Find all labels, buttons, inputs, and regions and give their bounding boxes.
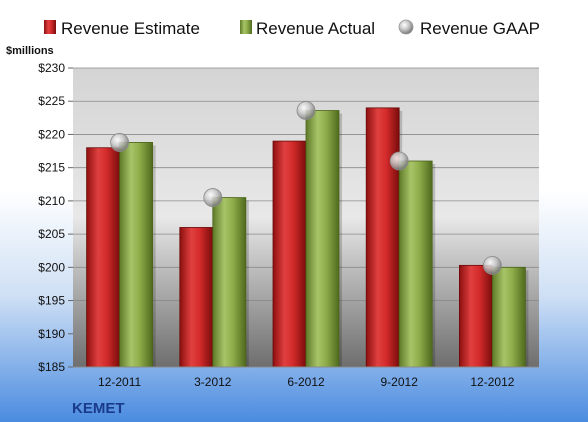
y-tick-label: $200 [38,260,65,274]
legend-swatch-actual [240,20,252,34]
bar-revenue-estimate [365,107,400,368]
bar-revenue-actual [398,160,433,368]
gaap-markers [110,101,502,275]
company-label: KEMET [72,400,125,417]
bar-revenue-actual [491,266,526,368]
y-tick-label: $205 [38,227,65,241]
x-tick-label: 12-2012 [470,375,514,389]
bar-revenue-estimate [458,264,493,368]
x-tick-label: 6-2012 [287,375,325,389]
marker-revenue-gaap [389,151,409,171]
y-axis-ticks: $185 $190 $195 $200 $205 $210 $215 $220 $225 $230 [38,61,73,374]
y-tick-label: $190 [38,327,65,341]
legend: Revenue Estimate Revenue Actual Revenue … [44,19,540,38]
x-tick-label: 12-2011 [98,375,141,389]
x-tick-label: 9-2012 [381,375,419,389]
marker-revenue-gaap [110,133,129,152]
bars [86,107,529,368]
y-axis-label: $millions [6,45,54,57]
bar-revenue-estimate [86,147,120,368]
bar-revenue-actual [305,110,340,368]
y-tick-label: $225 [38,94,65,108]
bar-revenue-estimate [179,227,214,368]
bar-revenue-actual [212,197,247,368]
bar-revenue-estimate [272,140,307,368]
legend-swatch-estimate [44,20,56,34]
y-tick-label: $215 [38,161,65,175]
y-tick-label: $230 [38,61,65,75]
marker-revenue-gaap [482,255,502,275]
marker-revenue-gaap [296,101,316,120]
legend-swatch-gaap [398,19,414,35]
legend-label-estimate: Revenue Estimate [61,19,200,38]
legend-label-gaap: Revenue GAAP [420,19,540,38]
legend-label-actual: Revenue Actual [256,19,375,38]
x-axis-ticks: 12-2011 3-2012 6-2012 9-2012 12-2012 [98,375,515,389]
x-tick-label: 3-2012 [194,375,232,389]
marker-revenue-gaap [203,188,223,207]
bar-revenue-actual [119,142,153,368]
y-tick-label: $210 [38,194,65,208]
y-tick-label: $185 [38,360,65,374]
y-tick-label: $195 [38,294,65,308]
y-tick-label: $220 [38,127,65,141]
